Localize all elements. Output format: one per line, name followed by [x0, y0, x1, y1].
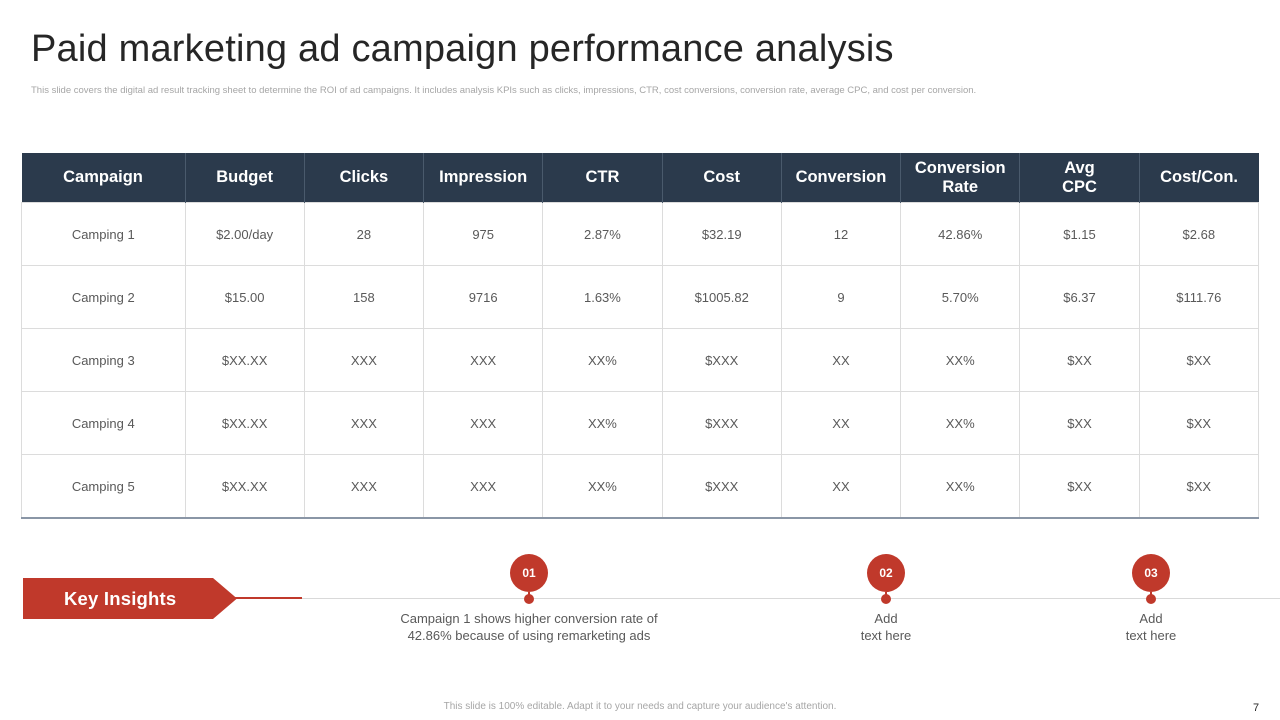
- insight-number-2: 02: [867, 554, 905, 592]
- cell-ctr: 1.63%: [542, 265, 663, 329]
- cell-ctr: XX%: [542, 328, 663, 392]
- cell-cost-per-conversion: $111.76: [1138, 265, 1260, 329]
- slide-title: Paid marketing ad campaign performance a…: [31, 28, 894, 70]
- cell-ctr: XX%: [542, 391, 663, 455]
- header-conversion: Conversion: [780, 153, 901, 203]
- cell-conversion-rate: XX%: [900, 391, 1021, 455]
- cell-impression: XXX: [423, 328, 544, 392]
- cell-avg-cpc: $6.37: [1019, 265, 1140, 329]
- cell-cost: $XXX: [661, 454, 782, 519]
- table-row: Camping 2 $15.00 158 9716 1.63% $1005.82…: [21, 265, 1260, 329]
- header-budget: Budget: [184, 153, 305, 203]
- insight-marker-3: 03: [1132, 554, 1170, 604]
- table-row: Camping 3 $XX.XX XXX XXX XX% $XXX XX XX%…: [21, 328, 1260, 392]
- cell-clicks: XXX: [303, 391, 425, 455]
- cell-ctr: XX%: [542, 454, 663, 519]
- insight-text-3: Add text here: [1125, 611, 1177, 643]
- cell-budget: $2.00/day: [184, 202, 305, 266]
- cell-campaign: Camping 2: [21, 265, 186, 329]
- campaign-table: Campaign Budget Clicks Impression CTR Co…: [21, 153, 1260, 519]
- page-number: 7: [1253, 702, 1260, 714]
- cell-cost: $XXX: [661, 328, 782, 392]
- table-row: Camping 4 $XX.XX XXX XXX XX% $XXX XX XX%…: [21, 391, 1260, 455]
- slide-footer: This slide is 100% editable. Adapt it to…: [443, 701, 837, 712]
- cell-cost: $XXX: [661, 391, 782, 455]
- marker-dot: [881, 594, 891, 604]
- cell-budget: $15.00: [184, 265, 305, 329]
- header-conversion-rate: Conversion Rate: [900, 153, 1020, 203]
- insight-marker-1: 01: [510, 554, 548, 604]
- table-row: Camping 1 $2.00/day 28 975 2.87% $32.19 …: [21, 202, 1260, 266]
- insight-number-3: 03: [1132, 554, 1170, 592]
- cell-campaign: Camping 4: [21, 391, 186, 455]
- cell-conversion-rate: XX%: [900, 454, 1021, 519]
- cell-cost-per-conversion: $XX: [1138, 391, 1260, 455]
- header-cost: Cost: [661, 153, 782, 203]
- marker-dot: [1146, 594, 1156, 604]
- cell-campaign: Camping 3: [21, 328, 186, 392]
- cell-conversion: XX: [780, 328, 902, 392]
- insight-marker-2: 02: [867, 554, 905, 604]
- insights-accent-line: [230, 597, 302, 599]
- cell-budget: $XX.XX: [184, 391, 305, 455]
- header-avg-cpc: Avg CPC: [1019, 153, 1140, 203]
- cell-budget: $XX.XX: [184, 454, 305, 519]
- cell-clicks: XXX: [303, 454, 425, 519]
- cell-avg-cpc: $XX: [1019, 454, 1140, 519]
- cell-impression: XXX: [423, 454, 544, 519]
- marker-dot: [524, 594, 534, 604]
- cell-conversion: 12: [780, 202, 902, 266]
- cell-cost-per-conversion: $XX: [1138, 454, 1260, 519]
- header-clicks: Clicks: [303, 153, 424, 203]
- cell-budget: $XX.XX: [184, 328, 305, 392]
- cell-avg-cpc: $XX: [1019, 328, 1140, 392]
- cell-cost: $1005.82: [661, 265, 782, 329]
- cell-conversion: XX: [780, 454, 902, 519]
- cell-clicks: 28: [303, 202, 425, 266]
- insights-divider: [230, 598, 1280, 599]
- cell-ctr: 2.87%: [542, 202, 663, 266]
- cell-impression: 9716: [423, 265, 544, 329]
- slide-subtitle: This slide covers the digital ad result …: [31, 85, 977, 96]
- cell-conversion: XX: [780, 391, 902, 455]
- key-insights-banner: Key Insights: [23, 578, 237, 619]
- cell-clicks: XXX: [303, 328, 425, 392]
- cell-avg-cpc: $1.15: [1019, 202, 1140, 266]
- cell-conversion: 9: [780, 265, 902, 329]
- table-row: Camping 5 $XX.XX XXX XXX XX% $XXX XX XX%…: [21, 454, 1260, 519]
- insight-number-1: 01: [510, 554, 548, 592]
- header-ctr: CTR: [542, 153, 663, 203]
- header-cost-per-conversion: Cost/Con.: [1138, 153, 1259, 203]
- cell-avg-cpc: $XX: [1019, 391, 1140, 455]
- cell-conversion-rate: XX%: [900, 328, 1021, 392]
- cell-cost: $32.19: [661, 202, 782, 266]
- cell-campaign: Camping 1: [21, 202, 186, 266]
- table-header-row: Campaign Budget Clicks Impression CTR Co…: [21, 153, 1259, 203]
- cell-cost-per-conversion: $XX: [1138, 328, 1260, 392]
- header-campaign: Campaign: [21, 153, 185, 203]
- cell-impression: 975: [423, 202, 544, 266]
- header-impression: Impression: [423, 153, 543, 203]
- insight-text-1: Campaign 1 shows higher conversion rate …: [400, 611, 658, 643]
- insight-text-2: Add text here: [860, 611, 912, 643]
- cell-clicks: 158: [303, 265, 425, 329]
- cell-conversion-rate: 42.86%: [900, 202, 1021, 266]
- cell-cost-per-conversion: $2.68: [1138, 202, 1260, 266]
- cell-conversion-rate: 5.70%: [900, 265, 1021, 329]
- cell-impression: XXX: [423, 391, 544, 455]
- cell-campaign: Camping 5: [21, 454, 186, 519]
